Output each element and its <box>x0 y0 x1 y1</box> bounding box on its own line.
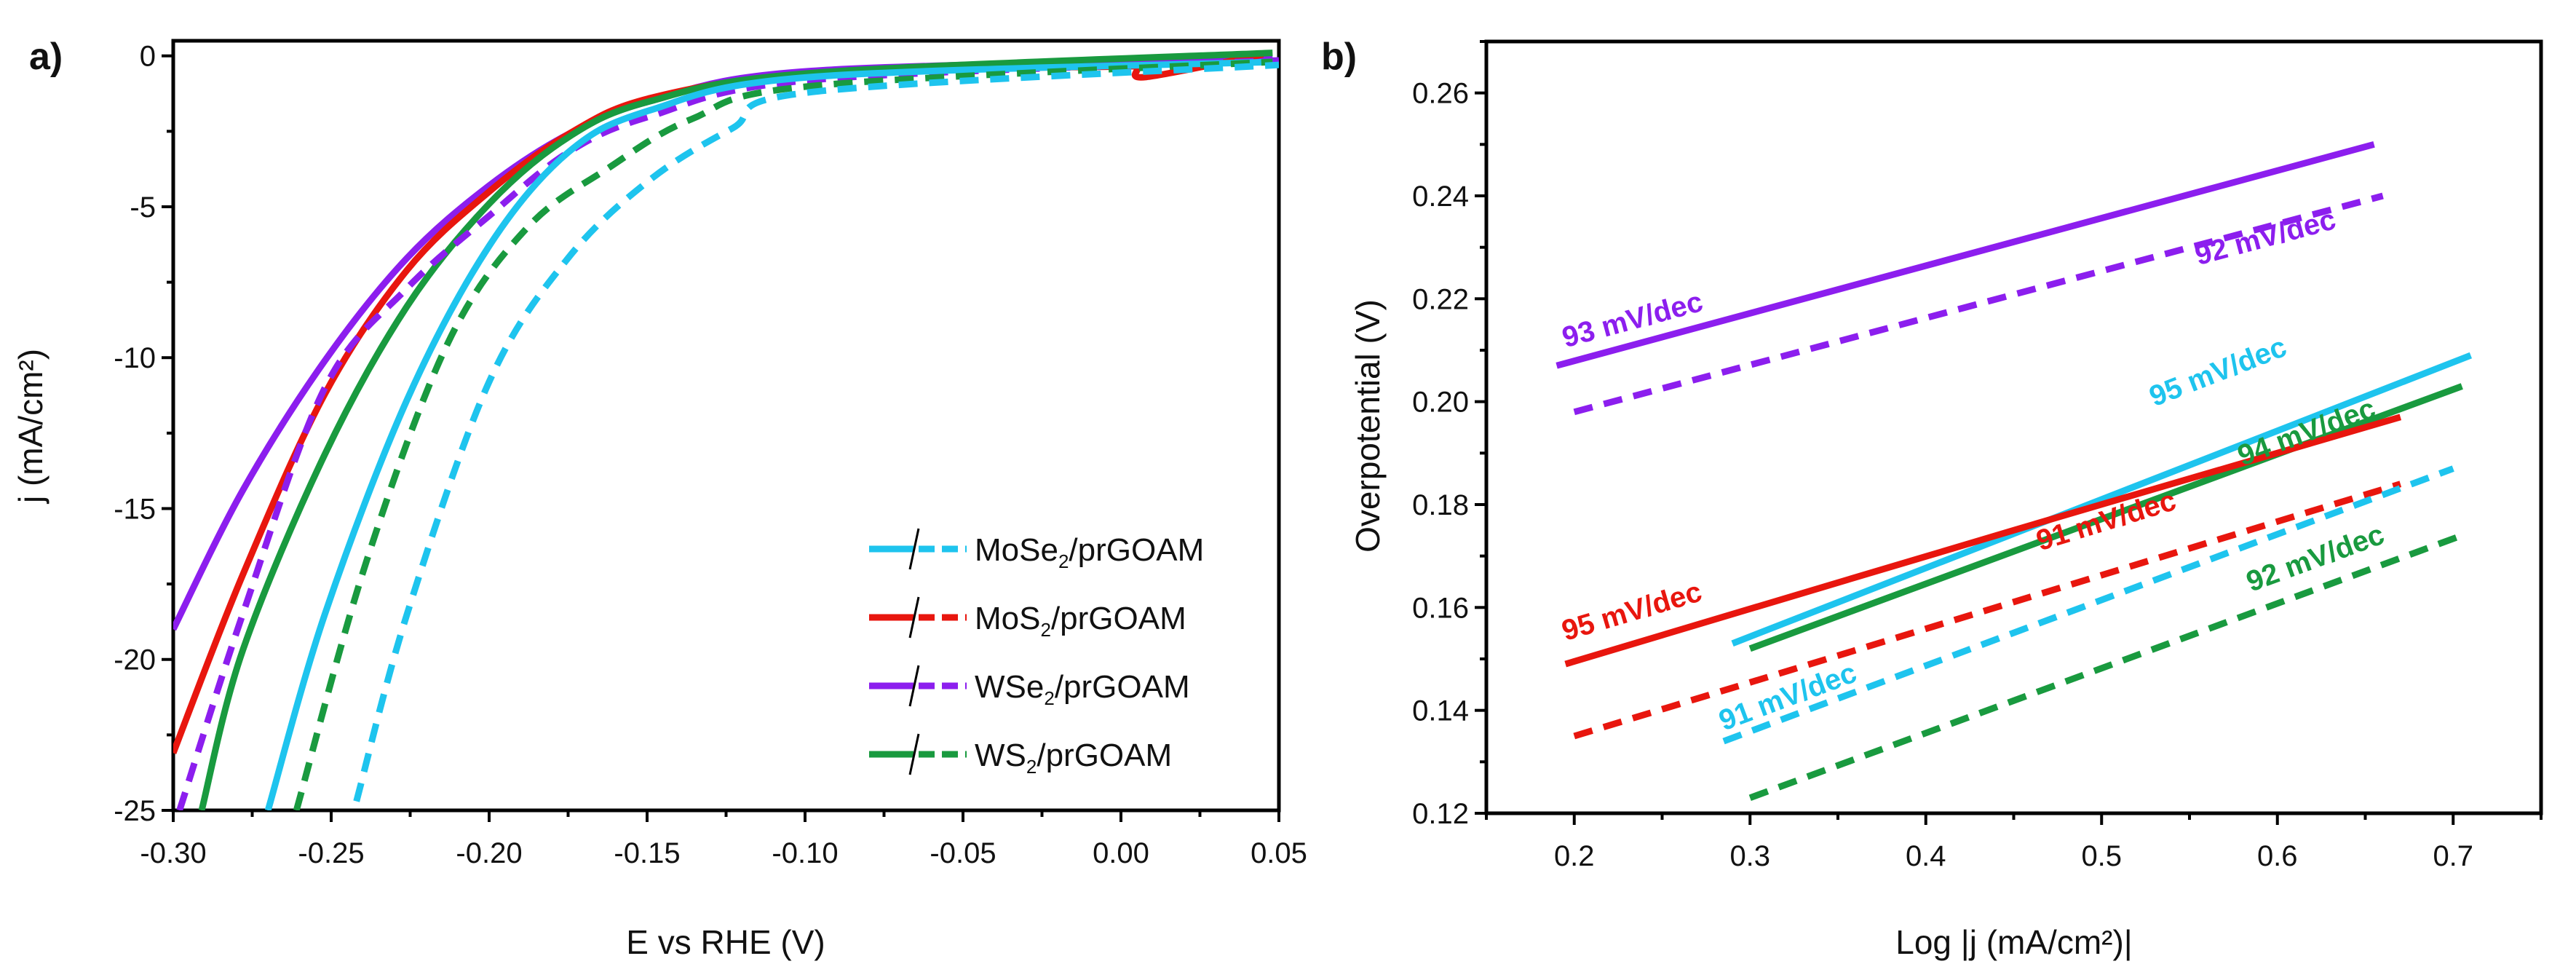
legend-label-subscript: 2 <box>1026 756 1037 778</box>
y-tick-label: -10 <box>114 342 156 374</box>
solid-series-line-2 <box>1731 352 2473 647</box>
y-tick-label: 0.22 <box>1412 283 1469 315</box>
legend-slash <box>908 596 920 639</box>
legend-label-rest: /prGOAM <box>1051 601 1186 636</box>
solid-series-line-2 <box>198 50 1273 810</box>
legend-slash <box>908 733 920 775</box>
legend-item: MoS2/prGOAM <box>869 596 1186 641</box>
panel-a-x-axis-title: E vs RHE (V) <box>626 923 825 961</box>
x-tick-label: 0.00 <box>1093 837 1149 869</box>
legend-label-main: MoSe <box>975 532 1058 568</box>
dashed-series-line-7 <box>1748 532 2463 802</box>
legend-label: MoS2/prGOAM <box>975 601 1186 641</box>
dashed-series-line-6 <box>1722 465 2454 745</box>
x-tick-label: -0.25 <box>298 837 364 869</box>
legend-label-main: WS <box>975 738 1026 773</box>
slope-annotation: 95 mV/dec <box>2145 331 2291 413</box>
legend-label-main: MoS <box>975 601 1040 636</box>
legend-label-rest: /prGOAM <box>1069 532 1204 568</box>
solid-series-line-4 <box>1564 414 2402 668</box>
x-tick-label: 0.4 <box>1906 840 1946 872</box>
legend-label: WS2/prGOAM <box>975 738 1172 778</box>
dashed-series-line-5 <box>1573 481 2402 740</box>
y-tick-label: 0 <box>140 41 156 73</box>
solid-series-line-4 <box>264 58 1273 810</box>
panel-a-chart: a) E vs RHE (V) j (mA/cm²) -0.30 -0.25 -0.… <box>12 36 1307 961</box>
solid-series-line-0 <box>1555 141 2375 369</box>
legend-label: MoSe2/prGOAM <box>975 532 1204 572</box>
slope-annotation: 92 mV/dec <box>2192 203 2339 272</box>
legend-label-subscript: 2 <box>1044 687 1054 709</box>
y-tick-label: -25 <box>114 795 156 827</box>
legend-label-main: WSe <box>975 669 1044 705</box>
legend-item: MoSe2/prGOAM <box>869 528 1204 572</box>
panel-b-label: b) <box>1321 36 1357 78</box>
panel-a-y-axis-title: j (mA/cm²) <box>12 349 49 505</box>
y-tick-label: 0.16 <box>1412 592 1469 624</box>
y-tick-label: 0.12 <box>1412 798 1469 830</box>
solid-series-line-3 <box>1748 383 2463 652</box>
x-tick-label: 0.3 <box>1729 840 1770 872</box>
x-tick-label: -0.15 <box>614 837 680 869</box>
x-tick-label: 0.7 <box>2433 840 2473 872</box>
x-tick-label: -0.30 <box>140 837 206 869</box>
y-tick-label: 0.20 <box>1412 387 1469 419</box>
slope-annotation: 92 mV/dec <box>2242 518 2388 598</box>
legend-slash <box>908 665 920 707</box>
y-tick-label: -15 <box>114 493 156 525</box>
legend-label-subscript: 2 <box>1040 619 1050 641</box>
series-group <box>1555 141 2473 802</box>
y-tick-label: 0.14 <box>1412 695 1469 727</box>
x-tick-label: -0.10 <box>772 837 838 869</box>
dashed-series-line-6 <box>353 61 1279 802</box>
legend-label: WSe2/prGOAM <box>975 669 1190 709</box>
panel-a-label: a) <box>29 36 63 78</box>
panel-b-chart: b) Log |j (mA/cm²)| Overpotential (V) 0.… <box>1321 36 2543 961</box>
x-tick-label: 0.05 <box>1251 837 1307 869</box>
panel-b-x-axis-title: Log |j (mA/cm²)| <box>1895 923 2132 961</box>
x-tick-label: 0.5 <box>2081 840 2122 872</box>
x-tick-label: 0.6 <box>2257 840 2298 872</box>
legend-label-rest: /prGOAM <box>1055 669 1190 705</box>
y-tick-label: -20 <box>114 644 156 676</box>
y-tick-label: 0.26 <box>1412 78 1469 110</box>
legend-slash <box>908 528 920 570</box>
y-tick-label: 0.24 <box>1412 181 1469 213</box>
slope-annotation: 95 mV/dec <box>1558 576 1705 647</box>
legend-item: WS2/prGOAM <box>869 733 1172 778</box>
solid-series-line-1 <box>173 51 1264 754</box>
y-tick-label: 0.18 <box>1412 489 1469 521</box>
dashed-series-line-5 <box>293 58 1273 810</box>
legend-label-rest: /prGOAM <box>1037 738 1172 773</box>
x-tick-label: -0.20 <box>456 837 522 869</box>
legend-label-subscript: 2 <box>1058 550 1069 572</box>
dashed-series-line-1 <box>1573 192 2384 416</box>
x-tick-label: -0.05 <box>930 837 996 869</box>
y-tick-label: -5 <box>130 191 156 224</box>
legend-item: WSe2/prGOAM <box>869 665 1190 709</box>
panel-b-y-axis-title: Overpotential (V) <box>1349 299 1387 553</box>
series-group <box>173 50 1279 810</box>
x-tick-label: 0.2 <box>1554 840 1595 872</box>
